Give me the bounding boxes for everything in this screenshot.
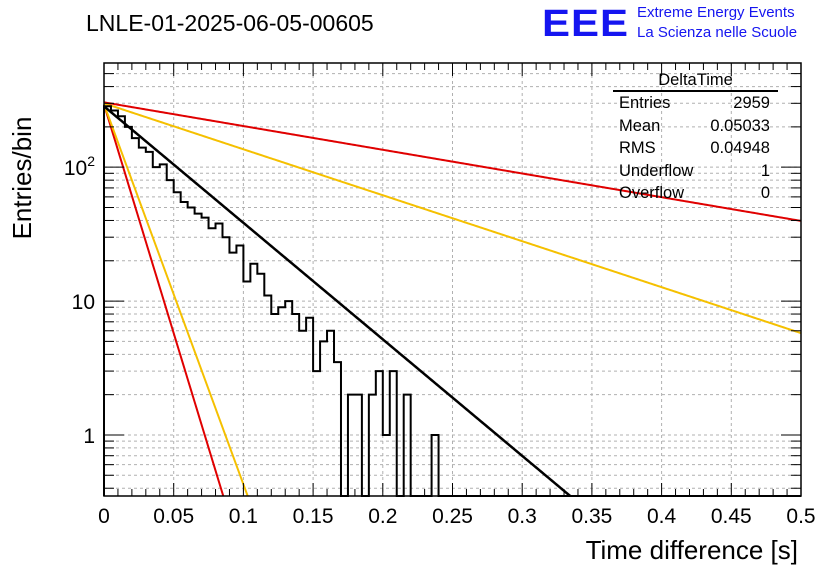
x-tick-label: 0.35 <box>571 505 612 528</box>
logo-line-1: Extreme Energy Events <box>637 4 795 21</box>
histogram-bin <box>327 331 334 496</box>
histogram-bin <box>132 138 139 496</box>
x-tick-label: 0.45 <box>711 505 752 528</box>
histogram-bin <box>111 111 118 496</box>
histogram-bin <box>355 395 362 496</box>
reference-curve-yellow <box>103 102 802 335</box>
stats-box: DeltaTime Entries 2959 Mean 0.05033 RMS 0.049… <box>611 70 778 205</box>
x-tick-label: 0.2 <box>368 505 397 528</box>
histogram-bin <box>188 207 195 496</box>
fit-curves <box>103 101 802 497</box>
axis-ticks <box>103 62 802 496</box>
x-tick-label: 0.3 <box>508 505 537 528</box>
stats-row: Overflow 0 <box>611 182 778 205</box>
y-tick-label: 102 <box>64 153 95 180</box>
x-tick-label: 0.25 <box>432 505 473 528</box>
histogram-bin <box>181 202 188 496</box>
x-tick-label: 0 <box>98 505 110 528</box>
stats-value: 1 <box>760 161 770 180</box>
histogram-bin <box>167 180 174 496</box>
y-tick-label: 10 <box>72 291 95 314</box>
histogram-bin <box>146 152 153 496</box>
histogram-bin <box>376 371 383 496</box>
x-tick-label: 0.5 <box>786 505 815 528</box>
reference-curve-red <box>103 103 225 497</box>
histogram-bin <box>209 228 216 496</box>
histogram-bin <box>174 192 181 496</box>
histogram-bin <box>139 148 146 496</box>
stats-name: DeltaTime <box>613 70 778 92</box>
stats-value: 2959 <box>733 94 770 112</box>
x-tick-labels: 0 0.05 0.1 0.15 0.2 0.25 0.3 0.35 0.4 0.45 0.5 <box>98 505 815 528</box>
stats-value: 0.05033 <box>710 116 770 135</box>
eee-logo: EEE <box>542 2 630 45</box>
stats-row: Mean 0.05033 <box>611 115 778 138</box>
x-axis-title: Time difference [s] <box>586 535 798 565</box>
stats-row: RMS 0.04948 <box>611 137 778 160</box>
reference-curve-yellow <box>103 103 249 497</box>
stats-value: 0 <box>760 184 770 203</box>
histogram-bin <box>202 218 209 496</box>
x-tick-label: 0.4 <box>647 505 677 528</box>
histogram-bin <box>383 435 390 496</box>
stats-key: Underflow <box>619 161 694 180</box>
histogram-bin <box>160 164 167 496</box>
histogram-bin <box>216 223 223 496</box>
x-tick-label: 0.1 <box>229 505 258 528</box>
histogram-bin <box>257 274 264 496</box>
histogram-bin <box>292 314 299 496</box>
histogram-bin <box>125 127 132 496</box>
histogram-bin <box>278 307 285 496</box>
stats-row: Underflow 1 <box>611 160 778 183</box>
histogram-bin <box>320 341 327 496</box>
histogram-bin <box>271 314 278 496</box>
histogram-bin <box>229 253 236 496</box>
histogram-bin <box>250 264 257 496</box>
histogram-bin <box>432 435 439 496</box>
histogram-bin <box>264 296 271 496</box>
histogram-bin <box>236 246 243 496</box>
histogram-bin <box>153 167 160 496</box>
stats-key: Overflow <box>619 184 685 203</box>
histogram-bin <box>299 331 306 496</box>
x-tick-label: 0.05 <box>153 505 194 528</box>
histogram-bin <box>348 395 355 496</box>
histogram-bin <box>390 371 397 496</box>
histogram-bin <box>118 116 125 496</box>
histogram-bin <box>222 237 229 496</box>
fit-line <box>103 105 572 497</box>
stats-key: Mean <box>619 116 661 135</box>
stats-value: 0.04948 <box>710 139 770 158</box>
y-tick-labels: 1 10 102 <box>64 153 95 448</box>
stats-key: Entries <box>619 94 671 112</box>
reference-curve-red <box>103 101 802 222</box>
y-axis-title: Entries/bin <box>7 117 37 240</box>
histogram-bin <box>285 301 292 496</box>
histogram-bin <box>243 282 250 496</box>
y-tick-label: 1 <box>83 425 95 448</box>
logo-line-2: La Scienza nelle Scuole <box>637 24 798 41</box>
histogram-bin <box>313 371 320 496</box>
x-tick-label: 0.15 <box>293 505 334 528</box>
run-title: LNLE-01-2025-06-05-00605 <box>86 10 374 36</box>
histogram-bin <box>306 318 313 496</box>
histogram-bin <box>195 214 202 496</box>
histogram-bin <box>369 395 376 496</box>
histogram-bin <box>404 395 411 496</box>
stats-row: Entries 2959 <box>611 92 778 115</box>
histogram-bin <box>334 362 341 496</box>
stats-key: RMS <box>619 139 656 158</box>
